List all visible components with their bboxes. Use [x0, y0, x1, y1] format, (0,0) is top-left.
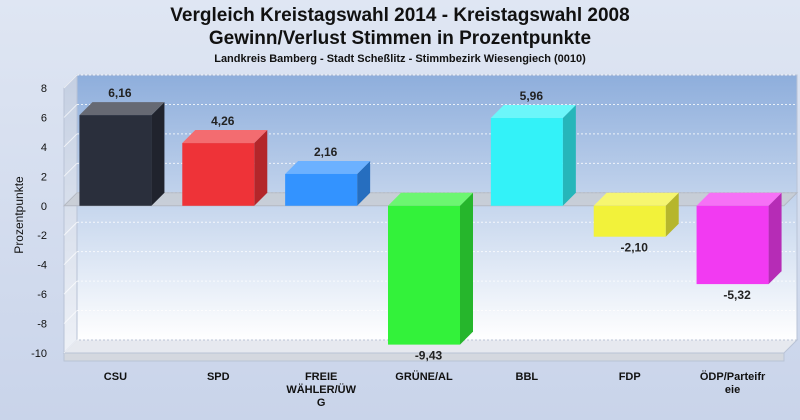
bar-front [490, 118, 563, 206]
y-tick-label: -8 [37, 319, 47, 331]
y-tick-label: 4 [41, 142, 47, 154]
bar-side [460, 192, 473, 345]
gridline-side [63, 133, 78, 148]
y-tick-label: -2 [37, 230, 47, 242]
data-label: -9,43 [415, 349, 443, 363]
x-tick-label-line: FDP [619, 371, 641, 383]
bar-bbl [490, 105, 576, 206]
plot-floor-edge [63, 352, 785, 362]
bar-ödp-parteifreie [696, 192, 782, 285]
data-label: 2,16 [314, 145, 338, 159]
data-label: 5,96 [520, 89, 544, 103]
chart-title-line1: Vergleich Kreistagswahl 2014 - Kreistags… [170, 5, 630, 26]
y-axis-label: Prozentpunkte [12, 176, 26, 254]
chart-titles: Vergleich Kreistagswahl 2014 - Kreistags… [0, 4, 800, 65]
x-tick-label-line: eie [725, 384, 740, 396]
y-tick-label: -10 [31, 348, 47, 360]
y-tick-label: 6 [41, 112, 47, 124]
bar-top [182, 130, 268, 144]
gridline-side [63, 162, 78, 177]
x-tick-label-line: FREIE [305, 371, 337, 383]
bar-front [79, 115, 152, 206]
bar-side [562, 105, 576, 206]
gridline-side [63, 74, 78, 89]
bar-freie-wähler-üwg [285, 160, 371, 206]
x-tick-label-line: SPD [207, 371, 230, 383]
bar-side [768, 192, 782, 285]
x-tick-label-line: CSU [104, 371, 127, 383]
chart-subtitle: Landkreis Bamberg - Stadt Scheßlitz - St… [214, 53, 586, 65]
bar-top [490, 105, 576, 119]
bar-front [593, 205, 666, 237]
gridline-side [63, 339, 78, 354]
x-tick-label: BBL [516, 371, 539, 383]
bar-top [79, 102, 165, 116]
x-tick-label-line: BBL [516, 371, 539, 383]
gridline-side [63, 221, 78, 236]
bar-side [254, 130, 268, 206]
bar-top [285, 160, 371, 174]
x-tick-label-line: GRÜNE/AL [395, 370, 453, 383]
bar-csu [79, 102, 165, 206]
x-tick-label: FREIE WÄHLER/ÜW G [286, 371, 356, 409]
bar-side [357, 160, 371, 206]
x-tick-label: SPD [207, 371, 230, 383]
bar-grüne-al [388, 192, 473, 345]
gridline-side [63, 251, 78, 266]
data-label: -5,32 [723, 288, 751, 302]
x-tick-label-line: G [317, 397, 326, 409]
bar-front [182, 143, 255, 206]
bar-side [151, 102, 165, 206]
x-tick-label: CSU [104, 371, 127, 383]
y-tick-label: 0 [41, 201, 47, 213]
y-tick-label: -4 [37, 260, 47, 272]
plot-side-wall [63, 73, 78, 355]
x-tick-label-line: ÖDP/Parteifr [700, 370, 766, 383]
y-tick-label: 2 [41, 171, 47, 183]
bar-fdp [593, 192, 679, 237]
bar-front [696, 205, 769, 285]
data-label: 4,26 [211, 114, 235, 128]
gridline-side [63, 280, 78, 295]
chart-title-line2: Gewinn/Verlust Stimmen in Prozentpunkte [208, 28, 592, 49]
x-tick-label-line: WÄHLER/ÜW [286, 383, 356, 396]
gridline-side [63, 104, 78, 118]
bar-top [593, 192, 679, 206]
bar-spd [182, 130, 268, 206]
bar-top [696, 192, 782, 206]
x-tick-label: FDP [619, 371, 641, 383]
y-tick-label: -6 [37, 289, 47, 301]
bar-side [665, 192, 679, 237]
x-tick-label: ÖDP/Parteifr eie [700, 370, 766, 396]
data-label: -2,10 [621, 241, 649, 255]
y-tick-label: 8 [41, 83, 47, 95]
x-tick-label: GRÜNE/AL [395, 370, 453, 383]
bar-top [388, 192, 473, 206]
data-label: 6,16 [108, 86, 132, 100]
bar-front [388, 205, 460, 345]
bar-front [285, 173, 358, 206]
gridline-side [63, 310, 78, 324]
